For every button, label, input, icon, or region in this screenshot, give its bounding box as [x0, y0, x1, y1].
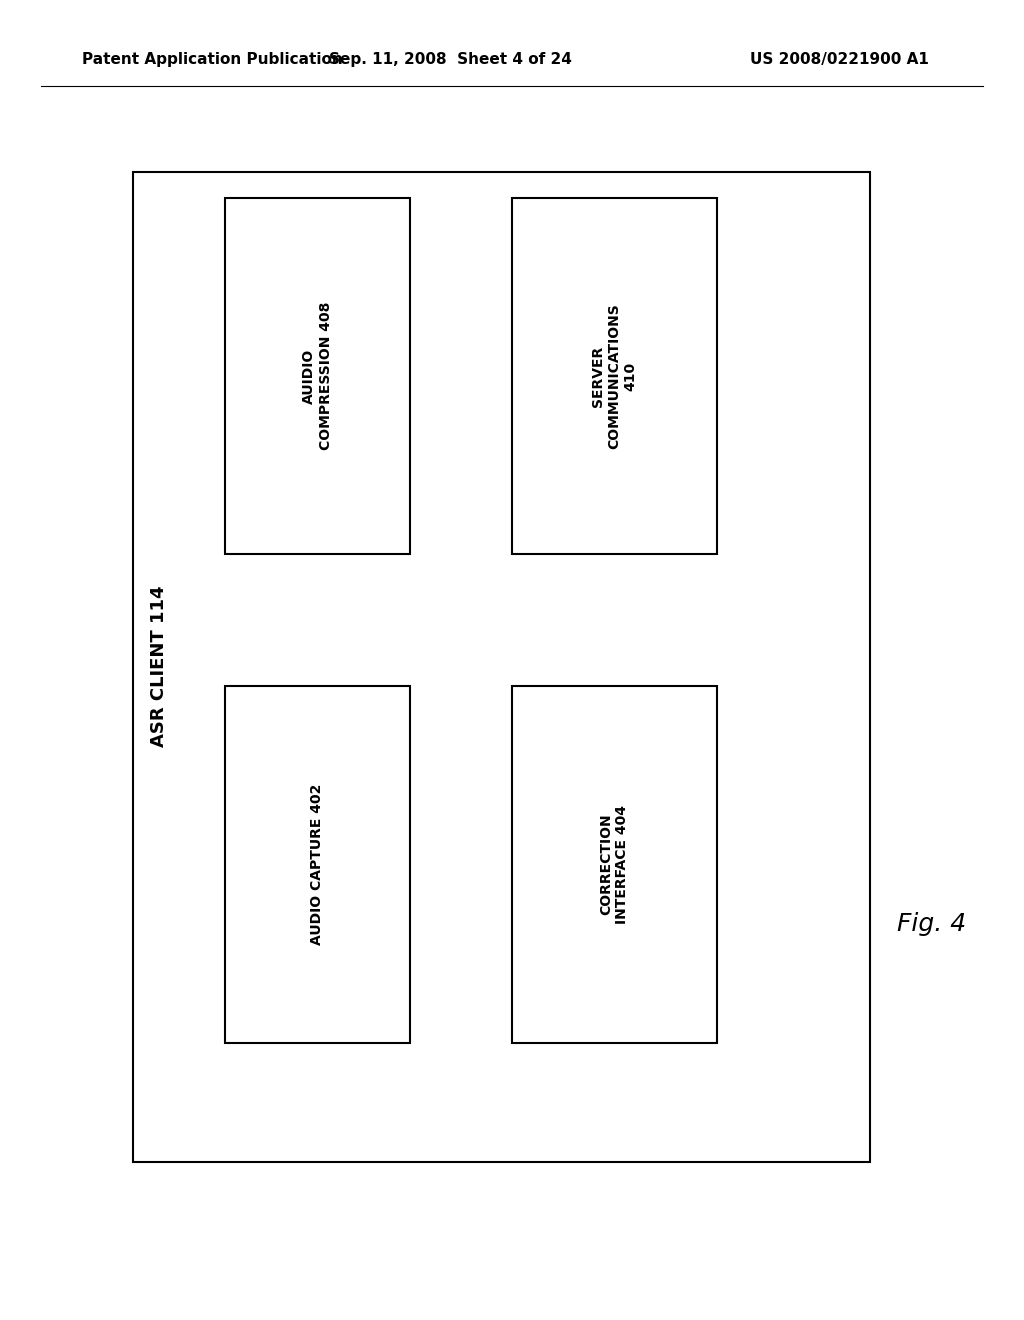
Text: Patent Application Publication: Patent Application Publication: [82, 51, 343, 67]
Text: Sep. 11, 2008  Sheet 4 of 24: Sep. 11, 2008 Sheet 4 of 24: [329, 51, 572, 67]
Bar: [512, 198, 717, 554]
Text: US 2008/0221900 A1: US 2008/0221900 A1: [751, 51, 929, 67]
Text: AUIDIO
COMPRESSION 408: AUIDIO COMPRESSION 408: [302, 302, 333, 450]
Bar: [225, 686, 410, 1043]
Text: SERVER
COMMUNICATIONS
410: SERVER COMMUNICATIONS 410: [591, 304, 638, 449]
Text: ASR CLIENT 114: ASR CLIENT 114: [150, 586, 168, 747]
Text: AUDIO CAPTURE 402: AUDIO CAPTURE 402: [310, 784, 325, 945]
Bar: [133, 172, 870, 1162]
Text: CORRECTION
INTERFACE 404: CORRECTION INTERFACE 404: [599, 805, 630, 924]
Text: Fig. 4: Fig. 4: [897, 912, 967, 936]
Bar: [225, 198, 410, 554]
Bar: [512, 686, 717, 1043]
